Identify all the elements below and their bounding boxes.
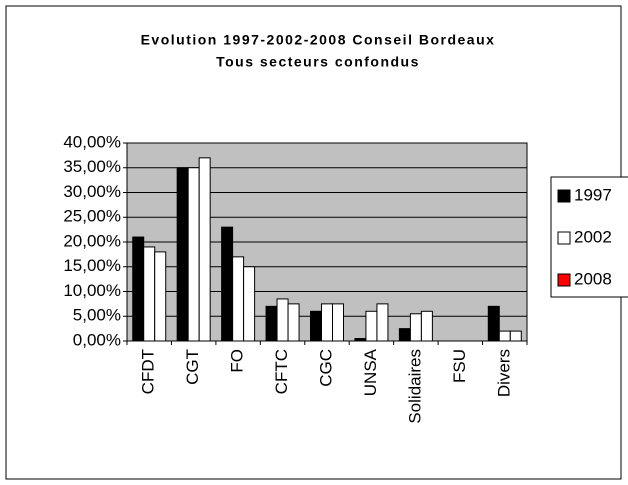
x-tick-label: FO — [228, 349, 247, 373]
bar — [509, 330, 522, 342]
bar — [310, 310, 322, 342]
legend-marker — [557, 231, 571, 245]
bar — [420, 310, 433, 342]
bar — [243, 266, 256, 342]
legend-label: 2008 — [574, 269, 612, 288]
x-tick-label: Divers — [494, 349, 513, 397]
bar — [265, 305, 278, 342]
x-tick-label: Solidaires — [405, 349, 424, 424]
chart-subtitle: Tous secteurs confondus — [216, 54, 420, 70]
y-tick-label: 40,00% — [63, 132, 121, 151]
bar — [198, 157, 211, 342]
legend-marker — [557, 189, 571, 203]
y-tick-label: 15,00% — [63, 256, 121, 275]
x-tick-label: FSU — [450, 349, 469, 383]
y-tick-label: 25,00% — [63, 207, 121, 226]
bar — [132, 236, 145, 342]
bar — [232, 256, 245, 342]
bar — [354, 338, 367, 342]
x-tick-label: UNSA — [361, 348, 380, 396]
bar — [409, 313, 422, 342]
x-tick-label: CFDT — [139, 349, 158, 394]
bar — [221, 226, 234, 342]
bar — [498, 330, 511, 342]
legend-marker — [557, 273, 571, 287]
y-tick-label: 30,00% — [63, 182, 121, 201]
x-tick-label: CGT — [183, 349, 202, 385]
y-tick-label: 10,00% — [63, 281, 121, 300]
chart-title: Evolution 1997-2002-2008 Conseil Bordeau… — [141, 32, 496, 48]
bar — [143, 246, 156, 342]
bar — [398, 328, 411, 342]
y-tick-label: 0,00% — [73, 330, 121, 349]
x-tick-label: CFTC — [272, 349, 291, 394]
bar — [332, 303, 344, 342]
bar — [276, 298, 289, 342]
legend-label: 2002 — [574, 227, 612, 246]
y-tick-label: 35,00% — [63, 157, 121, 176]
bar — [187, 167, 200, 342]
x-tick-label: CGC — [316, 349, 335, 387]
bar — [321, 303, 333, 342]
bar — [487, 305, 500, 342]
bar — [376, 303, 389, 342]
legend-label: 1997 — [574, 185, 612, 204]
bar — [365, 310, 378, 342]
bar — [176, 167, 189, 342]
bar — [287, 303, 300, 342]
y-tick-label: 5,00% — [73, 306, 121, 325]
bar — [154, 251, 167, 342]
y-tick-label: 20,00% — [63, 231, 121, 250]
